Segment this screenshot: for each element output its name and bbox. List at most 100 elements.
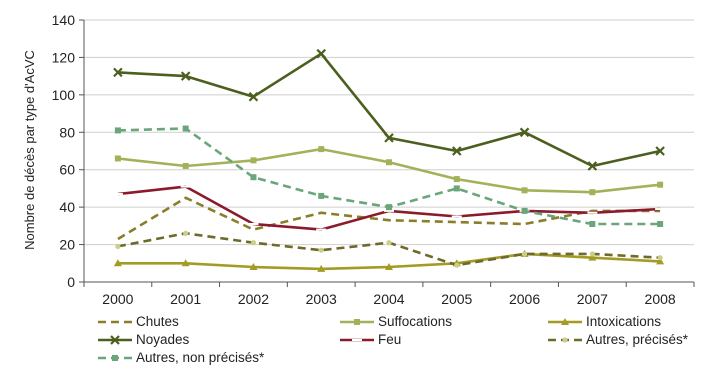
data-point — [182, 162, 189, 169]
data-point — [655, 146, 665, 156]
data-point — [386, 159, 392, 166]
data-point-stroke — [113, 67, 123, 78]
x-tick-label: 2000 — [102, 291, 133, 307]
data-point — [588, 253, 597, 261]
data-point — [657, 255, 663, 261]
legend: Chutes Suffocations Intoxications Noyades Fe… — [98, 314, 689, 365]
data-point — [183, 230, 189, 236]
x-tick-label: 2007 — [577, 291, 608, 307]
y-axis-label: Nombre de décès par type d'AcVC — [22, 50, 37, 250]
data-point — [657, 220, 664, 227]
x-tick-label: 2001 — [170, 291, 201, 307]
data-point — [562, 337, 568, 343]
data-point — [318, 146, 325, 153]
legend-item-feu: Feu — [340, 332, 401, 347]
series-line-chutes — [117, 196, 661, 241]
axes — [79, 19, 695, 287]
x-tick-label: 2004 — [373, 291, 404, 307]
series-line-noyades — [117, 52, 661, 168]
data-point — [248, 91, 259, 102]
series-lines — [112, 48, 666, 272]
data-point — [354, 319, 360, 325]
x-tick-label: 2008 — [645, 291, 676, 307]
y-tick-label: 60 — [59, 162, 75, 178]
data-point — [114, 155, 121, 162]
legend-item-autres-non-precises: Autres, non précisés* — [98, 350, 265, 365]
data-point — [182, 125, 189, 132]
data-point — [587, 161, 598, 171]
data-point — [249, 263, 258, 271]
series-line-suffocations — [117, 147, 661, 194]
legend-label: Feu — [378, 332, 401, 347]
series-line-autres-precises — [117, 232, 661, 267]
y-tick-label: 20 — [59, 237, 75, 253]
data-point — [386, 204, 392, 211]
data-point — [519, 127, 530, 138]
legend-label: Suffocations — [378, 314, 452, 329]
data-point-stroke — [110, 335, 120, 345]
x-tick-label: 2006 — [509, 291, 540, 307]
data-point-stroke — [180, 71, 191, 81]
x-tick-label: 2002 — [238, 291, 269, 307]
y-tick-label: 80 — [59, 124, 75, 140]
data-point — [112, 355, 118, 361]
data-point — [113, 259, 122, 267]
data-point — [318, 247, 324, 253]
series-feu — [112, 185, 666, 231]
data-point — [589, 251, 595, 257]
legend-item-autres-precises: Autres, précisés* — [548, 332, 689, 347]
data-point — [561, 318, 569, 325]
data-point — [250, 174, 257, 181]
data-point-stroke — [451, 146, 462, 156]
legend-item-intoxications: Intoxications — [548, 314, 661, 329]
x-tick-label: 2003 — [306, 291, 337, 307]
y-tick-labels: 0 20 40 60 80 100 120 140 — [52, 12, 76, 290]
data-point — [589, 189, 596, 196]
data-point-stroke — [316, 48, 327, 59]
legend-item-chutes: Chutes — [98, 314, 179, 329]
data-point — [318, 192, 325, 199]
data-point — [521, 207, 528, 214]
data-point-stroke — [519, 127, 530, 138]
data-point — [316, 48, 327, 59]
data-point-stroke — [384, 133, 394, 143]
data-point — [114, 127, 121, 134]
data-point — [521, 187, 528, 194]
data-point-stroke — [248, 91, 259, 102]
data-point — [180, 71, 191, 81]
x-tick-label: 2005 — [441, 291, 472, 307]
data-point — [113, 67, 123, 78]
data-point — [181, 259, 190, 267]
data-point — [317, 264, 326, 272]
data-point-stroke — [655, 146, 665, 156]
legend-label: Autres, non précisés* — [136, 350, 265, 365]
data-point-stroke — [587, 161, 598, 171]
series-noyades — [113, 48, 665, 171]
y-tick-label: 120 — [52, 49, 76, 65]
data-point — [453, 185, 460, 192]
data-point — [385, 263, 393, 271]
data-point — [250, 240, 257, 246]
data-point — [110, 335, 120, 345]
legend-label: Autres, précisés* — [586, 332, 689, 347]
legend-label: Intoxications — [586, 314, 661, 329]
legend-label: Noyades — [136, 332, 190, 347]
y-tick-label: 140 — [52, 12, 76, 28]
data-point — [453, 176, 460, 183]
legend-label: Chutes — [136, 314, 179, 329]
data-point — [115, 243, 121, 250]
data-point — [250, 157, 257, 164]
series-autres-non-precises — [114, 125, 664, 227]
data-point — [454, 262, 460, 268]
y-tick-label: 40 — [59, 199, 75, 215]
data-point — [589, 220, 596, 227]
y-tick-label: 100 — [52, 87, 76, 103]
series-chutes — [117, 196, 661, 241]
data-point — [384, 133, 394, 143]
data-point — [656, 257, 665, 265]
series-autres-precises — [115, 230, 663, 268]
y-tick-label: 0 — [67, 274, 75, 290]
data-point — [657, 181, 664, 188]
data-point — [451, 146, 462, 156]
